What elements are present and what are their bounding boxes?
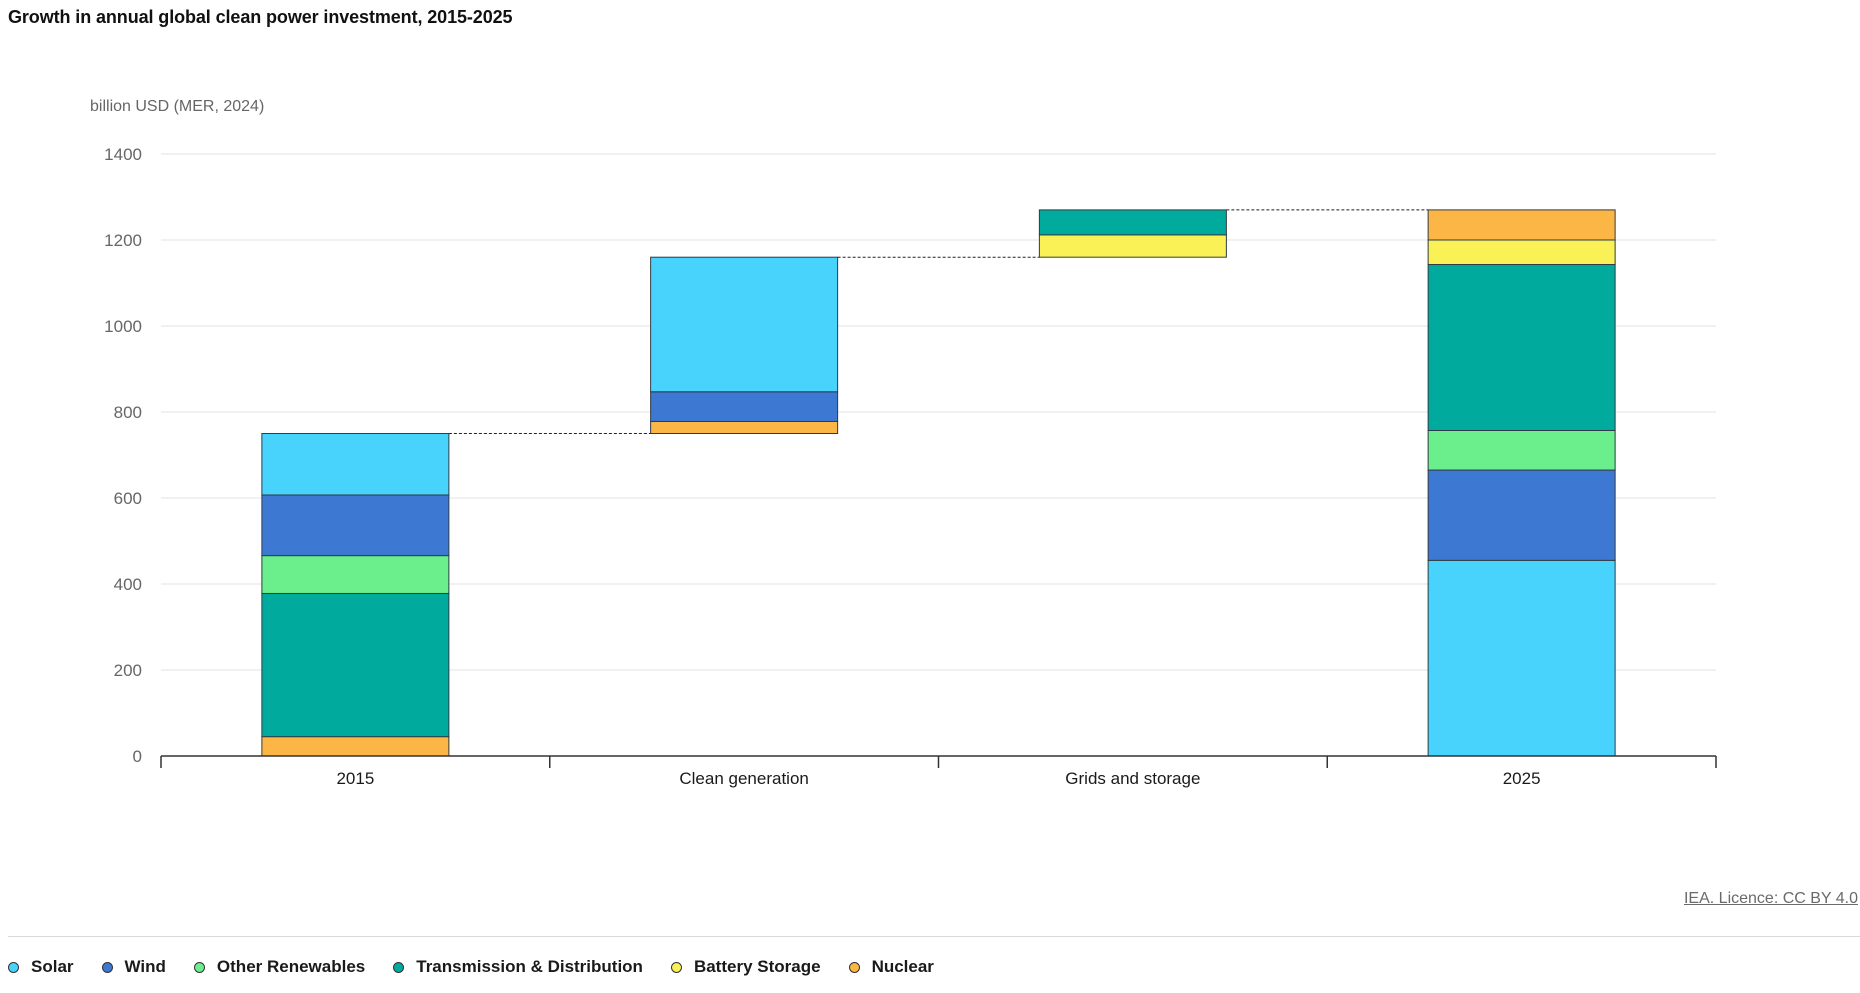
bars bbox=[261, 209, 1616, 757]
x-tick-label: 2025 bbox=[1503, 769, 1541, 788]
legend-label: Other Renewables bbox=[216, 957, 366, 976]
bar-segment-transmission-and-distribution bbox=[1038, 209, 1227, 236]
connectors bbox=[448, 209, 1429, 434]
bar-grids-and-storage bbox=[1038, 209, 1227, 258]
bar-2015 bbox=[261, 433, 450, 757]
bar-segment-wind bbox=[1427, 469, 1616, 561]
legend-label: Wind bbox=[124, 957, 166, 976]
bar-segment-transmission-and-distribution bbox=[261, 592, 450, 738]
legend-item-solar[interactable]: Solar bbox=[8, 957, 74, 977]
x-tick-label: Clean generation bbox=[679, 769, 808, 788]
chart-title: Growth in annual global clean power inve… bbox=[8, 7, 513, 27]
y-tick-label: 1200 bbox=[104, 231, 142, 250]
x-tick-label: 2015 bbox=[336, 769, 374, 788]
y-tick-label: 800 bbox=[114, 403, 142, 422]
bar-segment-battery-storage bbox=[1038, 234, 1227, 258]
bar-segment-nuclear bbox=[1427, 209, 1616, 241]
legend-divider bbox=[8, 936, 1860, 937]
legend-label: Transmission & Distribution bbox=[416, 957, 643, 976]
bar-segment-solar bbox=[1427, 559, 1616, 757]
licence-link[interactable]: IEA. Licence: CC BY 4.0 bbox=[1683, 890, 1858, 907]
bar-segment-nuclear bbox=[650, 420, 839, 434]
x-axis: 2015 Clean generation Grids and storage 202… bbox=[160, 755, 1717, 788]
x-tick-label: Grids and storage bbox=[1065, 769, 1200, 788]
battery-storage-swatch-icon bbox=[670, 961, 682, 973]
solar-swatch-icon bbox=[8, 961, 19, 973]
waterfall-chart: billion USD (MER, 2024) 0 200 400 600 800 100… bbox=[90, 98, 1717, 788]
y-tick-label: 600 bbox=[114, 489, 142, 508]
legend: Solar Wind Other Renewables Transmission… bbox=[8, 957, 934, 977]
transmission-distribution-swatch-icon bbox=[393, 961, 405, 973]
bar-segment-other-renewables bbox=[1427, 429, 1616, 471]
nuclear-swatch-icon bbox=[848, 961, 860, 973]
legend-label: Nuclear bbox=[871, 957, 934, 976]
y-axis-label: billion USD (MER, 2024) bbox=[90, 98, 264, 115]
bar-segment-battery-storage bbox=[1427, 239, 1616, 266]
bar-segment-solar bbox=[261, 433, 450, 496]
other-renewables-swatch-icon bbox=[193, 961, 205, 973]
y-tick-label: 400 bbox=[114, 575, 142, 594]
legend-item-transmission-distribution[interactable]: Transmission & Distribution bbox=[393, 957, 643, 977]
bar-2025 bbox=[1427, 209, 1616, 757]
legend-label: Solar bbox=[31, 957, 74, 976]
bar-segment-solar bbox=[650, 256, 839, 393]
legend-item-wind[interactable]: Wind bbox=[101, 957, 166, 977]
y-axis-ticks: 0 200 400 600 800 1000 1200 1400 bbox=[104, 145, 142, 766]
y-tick-label: 1400 bbox=[104, 145, 142, 164]
legend-item-battery-storage[interactable]: Battery Storage bbox=[670, 957, 821, 977]
bar-segment-wind bbox=[261, 494, 450, 557]
wind-swatch-icon bbox=[101, 961, 113, 973]
y-tick-label: 1000 bbox=[104, 317, 142, 336]
bar-clean-generation bbox=[650, 256, 839, 434]
bar-segment-wind bbox=[650, 391, 839, 422]
y-tick-label: 0 bbox=[133, 747, 142, 766]
legend-label: Battery Storage bbox=[693, 957, 821, 976]
bar-segment-nuclear bbox=[261, 736, 450, 757]
y-tick-label: 200 bbox=[114, 661, 142, 680]
legend-item-other-renewables[interactable]: Other Renewables bbox=[193, 957, 366, 977]
legend-item-nuclear[interactable]: Nuclear bbox=[848, 957, 934, 977]
bar-segment-transmission-and-distribution bbox=[1427, 264, 1616, 431]
bar-segment-other-renewables bbox=[261, 555, 450, 594]
